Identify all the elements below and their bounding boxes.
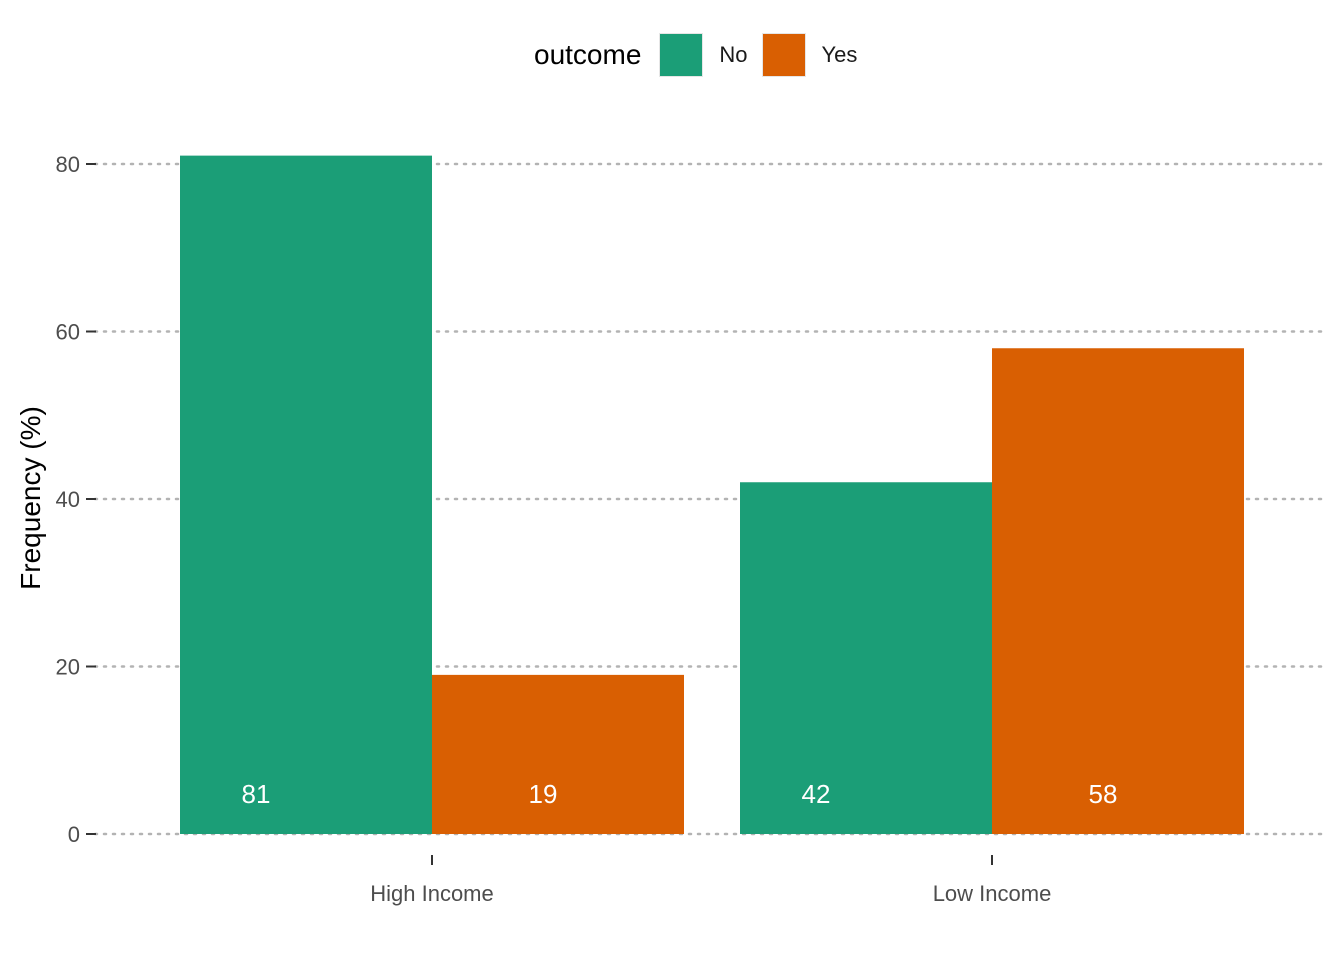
x-axis: High Income Low Income [370,855,1051,906]
legend: outcome No Yes [534,33,871,77]
bar-label-no-1: 42 [802,779,831,809]
legend-swatch-no [659,33,704,77]
y-tick-label-60: 60 [56,320,80,345]
x-tick-label-0: High Income [370,881,494,906]
y-tick-label-0: 0 [68,822,80,847]
legend-label-yes: Yes [821,42,858,67]
bar-no-1 [740,482,992,834]
legend-label-no: No [719,42,748,67]
bar-no-0 [180,155,432,834]
bar-label-no-0: 81 [242,779,271,809]
y-axis: 0 20 40 60 80 [56,152,96,847]
y-axis-title: Frequency (%) [15,406,46,590]
y-tick-label-20: 20 [56,655,80,680]
y-tick-label-80: 80 [56,152,80,177]
legend-title: outcome [534,39,642,70]
bars: 81 42 19 58 [180,155,1244,834]
bar-yes-1 [992,348,1244,834]
legend-item-no: No [659,33,748,77]
x-tick-label-1: Low Income [933,881,1052,906]
y-tick-label-40: 40 [56,487,80,512]
bar-yes-0 [432,674,684,834]
bar-label-yes-0: 19 [529,779,558,809]
legend-item-yes: Yes [761,33,858,77]
legend-swatch-yes [761,33,806,77]
bar-label-yes-1: 58 [1089,779,1118,809]
